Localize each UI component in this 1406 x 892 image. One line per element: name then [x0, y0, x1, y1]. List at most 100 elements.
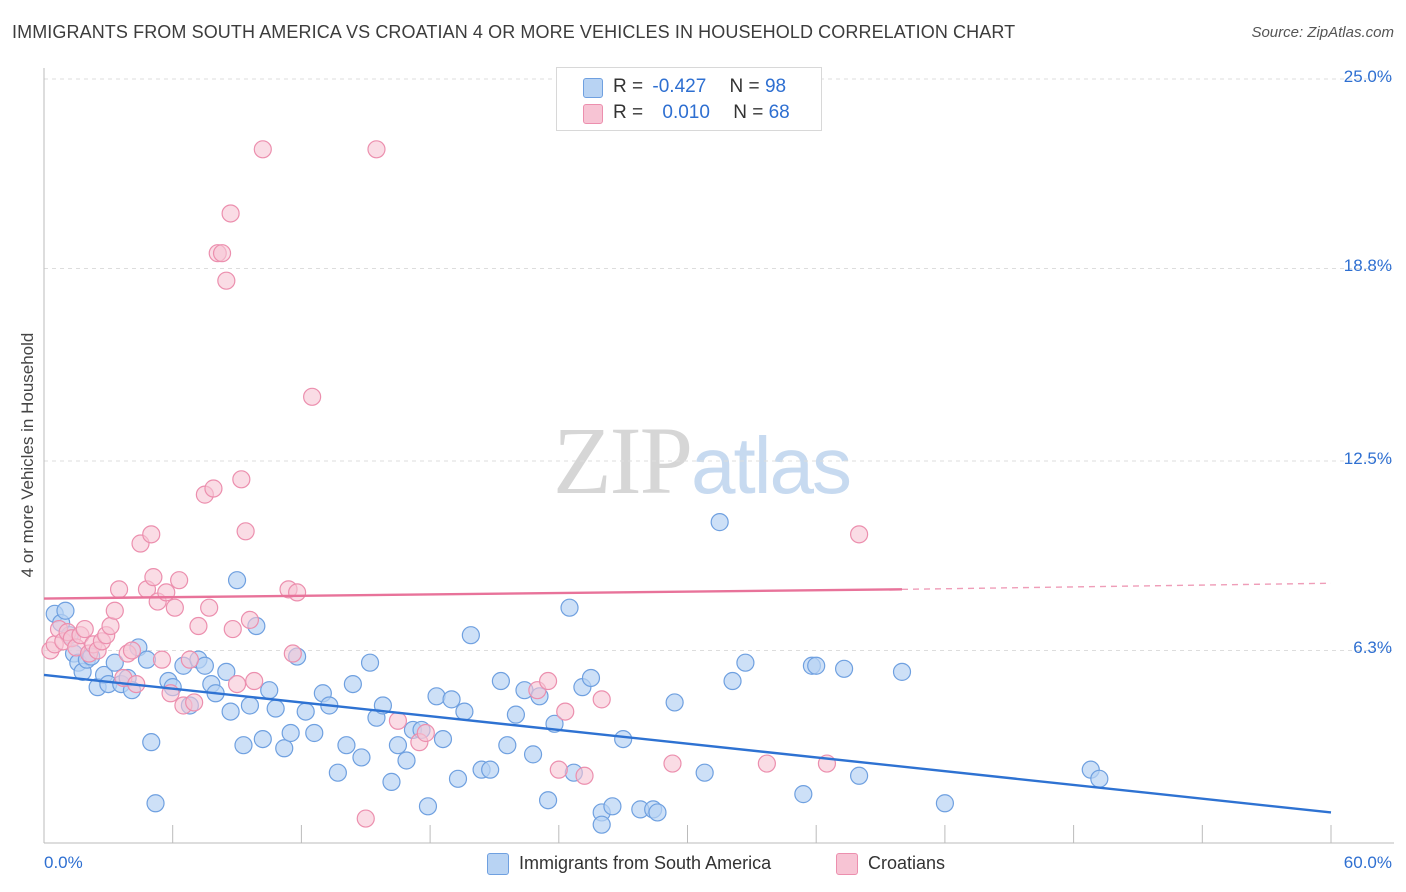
r-value-pink: 0.010 [662, 102, 710, 123]
data-point-pink [303, 387, 322, 406]
n-value-blue: 98 [764, 76, 787, 97]
data-point-pink [538, 671, 558, 691]
data-point-blue [455, 702, 474, 721]
data-point-pink [236, 522, 255, 541]
x-tick-max: 60.0% [1343, 853, 1392, 872]
data-point-pink [388, 711, 408, 730]
data-point-blue [461, 626, 480, 645]
data-point-blue [260, 681, 279, 700]
data-point-pink [356, 809, 375, 828]
data-point-blue [807, 656, 826, 675]
data-point-pink [217, 271, 236, 290]
r-label-blue: R = [613, 76, 644, 97]
data-point-blue [523, 745, 543, 764]
data-point-blue [538, 791, 558, 810]
trendline-pink [43, 588, 903, 600]
data-point-pink [101, 616, 120, 636]
data-point-blue [481, 760, 500, 779]
data-point-pink [592, 690, 611, 709]
data-point-blue [305, 723, 324, 743]
data-point-pink [757, 754, 776, 773]
data-point-blue [275, 739, 294, 758]
legend-blue-swatch [487, 853, 509, 875]
data-point-blue [592, 815, 611, 834]
data-point-pink [144, 568, 163, 587]
data-point-blue [234, 736, 253, 755]
trendline-pink-extension [901, 582, 1332, 591]
data-point-blue [614, 729, 633, 749]
legend-blue-label: Immigrants from South America [519, 853, 772, 873]
r-value-blue: -0.427 [652, 76, 707, 97]
data-point-blue [794, 785, 813, 804]
data-point-blue [849, 766, 869, 785]
data-point-blue [328, 763, 347, 782]
data-point-blue [736, 653, 755, 672]
data-point-blue [397, 751, 416, 770]
data-point-blue [352, 748, 371, 767]
data-point-blue [427, 687, 446, 706]
chart-title: IMMIGRANTS FROM SOUTH AMERICA VS CROATIA… [12, 22, 1016, 42]
y-tick-label: 25.0% [1343, 67, 1392, 86]
data-point-blue [146, 794, 165, 813]
data-point-blue [253, 729, 272, 749]
data-point-pink [240, 610, 260, 630]
data-point-blue [56, 601, 75, 620]
data-point-blue [360, 653, 380, 672]
data-point-blue [710, 513, 729, 532]
data-point-blue [433, 729, 453, 749]
data-point-pink [152, 650, 172, 669]
n-label-pink: N = [733, 102, 764, 123]
legend-pink-swatch [836, 853, 858, 875]
x-tick-min: 0.0% [44, 853, 83, 872]
data-point-blue [296, 702, 315, 721]
data-point-pink [221, 204, 240, 223]
stats-legend: R = -0.427 N = 98 R = 0.010 N = 68 [556, 67, 822, 131]
data-point-pink [245, 671, 264, 691]
data-point-pink [367, 140, 386, 159]
data-point-blue [142, 733, 161, 752]
data-point-blue [892, 662, 912, 681]
n-value-pink: 68 [768, 102, 790, 123]
data-point-blue [442, 690, 461, 709]
data-point-pink [142, 525, 161, 544]
r-label-pink: R = [613, 102, 644, 123]
data-point-blue [343, 674, 362, 694]
watermark-atlas: atlas [691, 421, 852, 510]
y-tick-label: 18.8% [1343, 256, 1392, 276]
data-point-pink [165, 598, 184, 617]
data-point-pink [849, 525, 869, 544]
data-point-pink [170, 571, 189, 590]
data-point-pink [288, 583, 307, 602]
data-point-blue [603, 797, 622, 816]
y-tick-label: 12.5% [1343, 449, 1392, 468]
data-point-blue [1090, 769, 1109, 788]
data-point-blue [217, 662, 236, 681]
data-point-blue [337, 736, 356, 755]
data-point-blue [388, 736, 408, 755]
data-point-pink [416, 723, 435, 743]
data-point-blue [266, 699, 285, 718]
data-point-pink [122, 641, 142, 660]
data-point-blue [240, 696, 260, 715]
data-point-blue [105, 653, 124, 672]
watermark: ZIPatlas [553, 405, 852, 516]
data-point-pink [75, 619, 94, 639]
data-point-pink [105, 601, 124, 620]
data-point-blue [418, 797, 438, 816]
data-point-blue [695, 763, 714, 782]
data-point-pink [556, 702, 575, 721]
pink-swatch [583, 104, 603, 124]
data-point-pink [200, 598, 219, 617]
data-point-pink [185, 693, 204, 712]
data-point-blue [834, 659, 854, 678]
data-point-blue [560, 598, 579, 617]
data-point-blue [491, 671, 510, 691]
data-point-blue [227, 571, 247, 590]
data-point-pink [232, 470, 251, 489]
data-point-blue [648, 803, 667, 822]
blue-swatch [583, 78, 603, 98]
data-point-blue [935, 794, 955, 813]
source-label: Source: ZipAtlas.com [1251, 24, 1394, 41]
data-point-pink [204, 479, 223, 498]
